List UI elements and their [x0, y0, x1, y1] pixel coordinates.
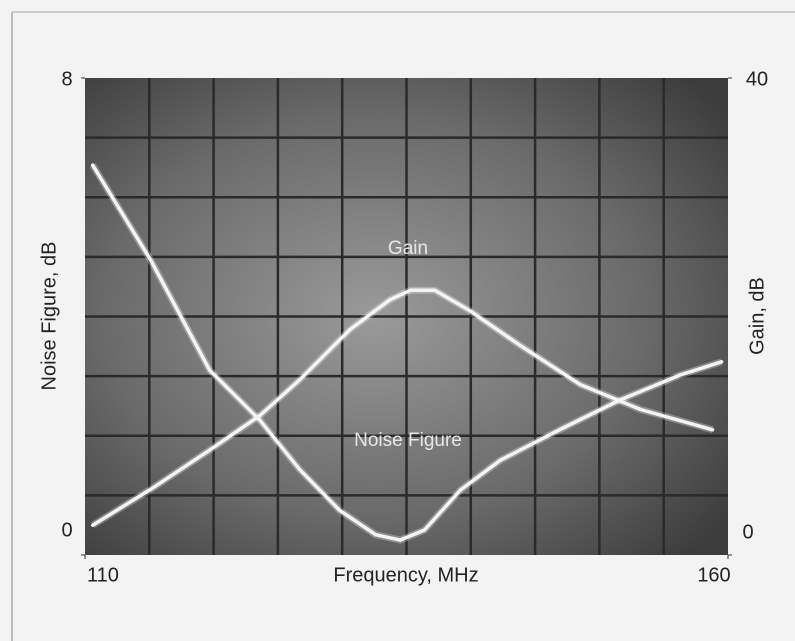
y-axis-label: Noise Figure, dB: [38, 242, 60, 391]
page: Noise Figure, dB Gain, dB Frequency, MHz…: [0, 0, 795, 641]
x-tick-label: 110: [87, 564, 119, 586]
y-tick-label: 0: [61, 519, 72, 541]
y2-tick-label: 0: [742, 521, 753, 543]
x-axis-label: Frequency, MHz: [333, 564, 478, 586]
series-label: Gain: [388, 238, 428, 259]
chart: Noise Figure, dB Gain, dB Frequency, MHz…: [0, 0, 795, 641]
series-label: Noise Figure: [354, 430, 462, 451]
y2-tick-label: 40: [746, 68, 768, 90]
y2-axis-label: Gain, dB: [746, 277, 768, 355]
x-tick-label: 160: [697, 564, 730, 586]
y-tick-label: 8: [61, 68, 72, 90]
